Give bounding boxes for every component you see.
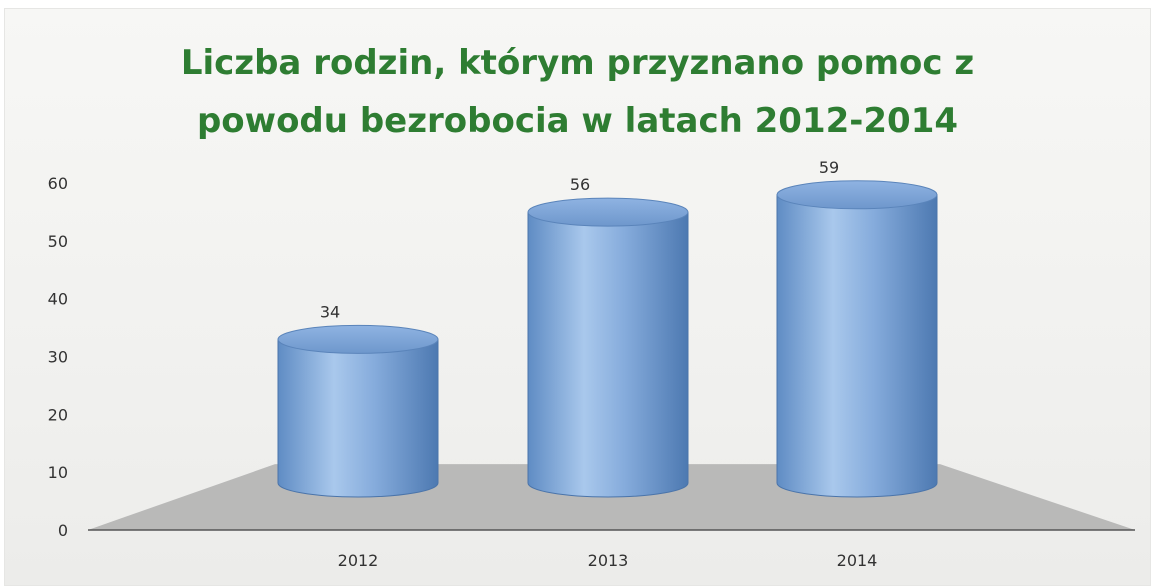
y-tick-label: 40 — [48, 290, 68, 309]
chart-title: Liczba rodzin, którym przyznano pomoc z … — [0, 34, 1155, 150]
bar-top — [527, 197, 689, 227]
x-tick-label: 2014 — [837, 551, 878, 570]
y-tick-label: 10 — [48, 463, 68, 482]
bar-body — [527, 211, 689, 498]
y-tick-label: 60 — [48, 174, 68, 193]
y-tick-label: 50 — [48, 232, 68, 251]
x-tick-label: 2013 — [588, 551, 629, 570]
chart-title-line-1: Liczba rodzin, którym przyznano pomoc z — [180, 43, 975, 83]
data-label: 34 — [320, 302, 340, 321]
bar-top — [776, 180, 938, 210]
data-label: 56 — [570, 175, 590, 194]
bar-body — [277, 338, 439, 498]
y-tick-label: 20 — [48, 405, 68, 424]
chart-title-line-2: powodu bezrobocia w latach 2012-2014 — [196, 101, 959, 141]
bar — [527, 197, 689, 498]
y-tick-label: 0 — [58, 521, 68, 540]
bar-body — [776, 194, 938, 498]
data-label: 59 — [819, 158, 839, 177]
bar-top — [277, 324, 439, 354]
bar — [277, 324, 439, 498]
bar — [776, 180, 938, 498]
x-tick-label: 2012 — [338, 551, 379, 570]
y-tick-label: 30 — [48, 348, 68, 367]
